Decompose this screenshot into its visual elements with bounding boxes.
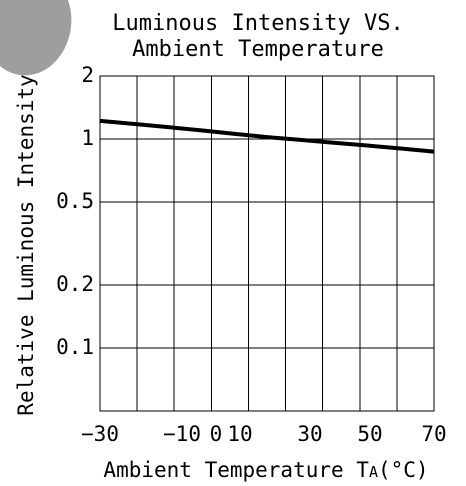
y-tick-label: 0.5 xyxy=(56,189,94,213)
x-tick-label: −30 xyxy=(81,422,119,446)
x-axis-label-main: Ambient Temperature xyxy=(103,458,356,482)
y-tick-label: 1 xyxy=(81,126,94,150)
series-line xyxy=(99,118,435,154)
x-tick-label: 10 xyxy=(227,422,252,446)
y-tick-label: 0.2 xyxy=(56,272,94,296)
x-tick-label: 30 xyxy=(297,422,322,446)
x-axis-label-subscript: A xyxy=(369,463,378,481)
grid xyxy=(99,75,435,412)
x-tick-label: −10 xyxy=(163,422,201,446)
x-tick-label: 50 xyxy=(357,422,382,446)
series-layer xyxy=(99,118,435,154)
x-axis-label-unit: (°C) xyxy=(378,458,429,482)
y-tick-label: 2 xyxy=(81,63,94,87)
chart-title-line1: Luminous Intensity VS. xyxy=(112,11,403,36)
watermark-mark xyxy=(0,0,72,76)
x-tick-label: 0 xyxy=(210,422,223,446)
plot-frame xyxy=(99,75,435,412)
x-axis-label: Ambient Temperature TA(°C) xyxy=(103,458,428,482)
chart-title-line2: Ambient Temperature xyxy=(132,37,384,62)
y-axis-label: Relative Luminous Intensity xyxy=(14,74,38,415)
tick-labels: 2 1 0.5 0.2 0.1 −30 −10 0 10 30 50 70 xyxy=(56,63,447,446)
y-tick-label: 0.1 xyxy=(56,335,94,359)
x-tick-label: 70 xyxy=(421,422,446,446)
x-axis-label-symbol: T xyxy=(356,458,369,482)
